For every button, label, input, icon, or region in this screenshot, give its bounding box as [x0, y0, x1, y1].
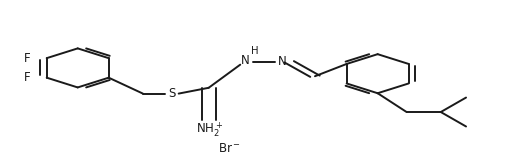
Text: S: S	[168, 87, 176, 100]
Text: $\mathregular{Br^-}$: $\mathregular{Br^-}$	[218, 142, 241, 155]
Text: $\mathregular{NH_2^+}$: $\mathregular{NH_2^+}$	[196, 120, 223, 139]
Text: N: N	[278, 55, 287, 68]
Text: F: F	[23, 52, 30, 65]
Text: N: N	[241, 54, 250, 67]
Text: H: H	[251, 46, 259, 56]
Text: F: F	[23, 71, 30, 84]
